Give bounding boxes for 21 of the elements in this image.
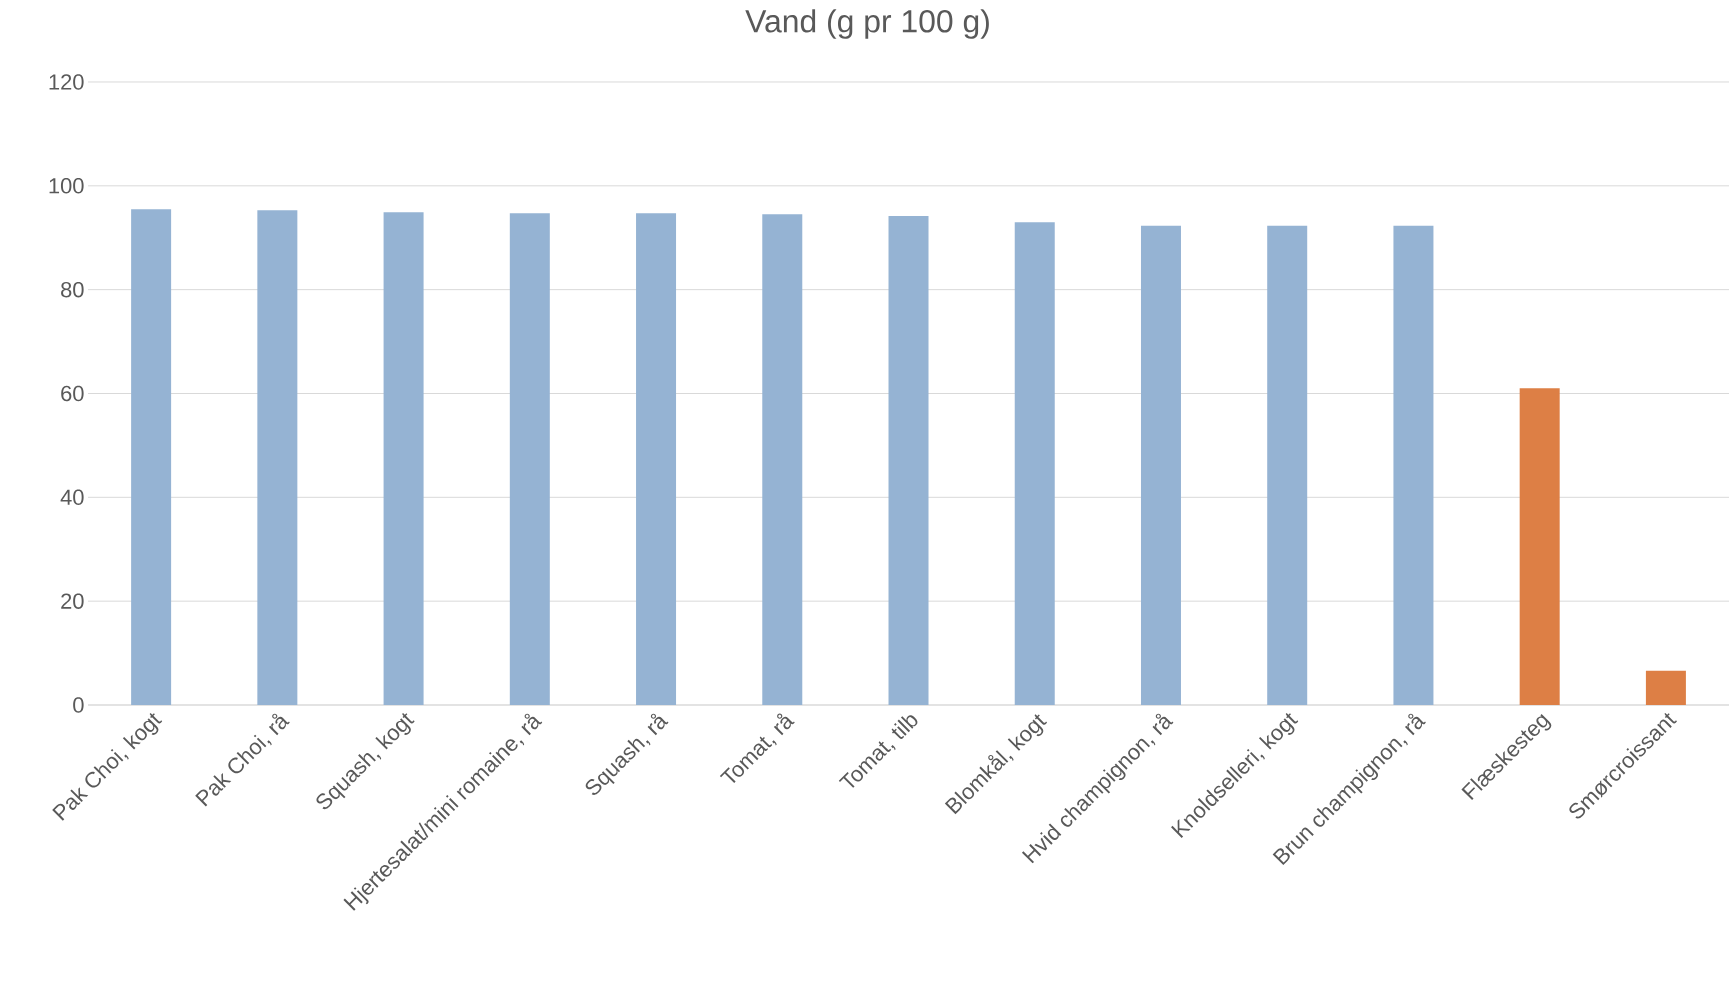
- y-tick-label: 20: [61, 593, 84, 609]
- bar: [131, 209, 172, 705]
- bar: [1140, 225, 1181, 705]
- bar: [257, 210, 298, 705]
- y-tick-label: 120: [49, 74, 84, 90]
- y-tick-label: 100: [49, 178, 84, 194]
- y-tick-label: 0: [73, 697, 84, 713]
- bar: [1014, 222, 1055, 705]
- bar: [383, 212, 424, 705]
- bar: [888, 215, 929, 705]
- bar: [1519, 388, 1560, 705]
- y-tick-label: 40: [60, 489, 84, 506]
- bar: [1267, 225, 1308, 705]
- y-tick-label: 60: [61, 385, 84, 402]
- bar: [636, 213, 677, 705]
- bar: [509, 213, 550, 705]
- chart-title: Vand (g pr 100 g): [745, 9, 989, 39]
- bar: [762, 214, 803, 705]
- y-tick-label: 80: [61, 281, 84, 298]
- bar: [1645, 670, 1686, 705]
- bar: [1393, 225, 1434, 705]
